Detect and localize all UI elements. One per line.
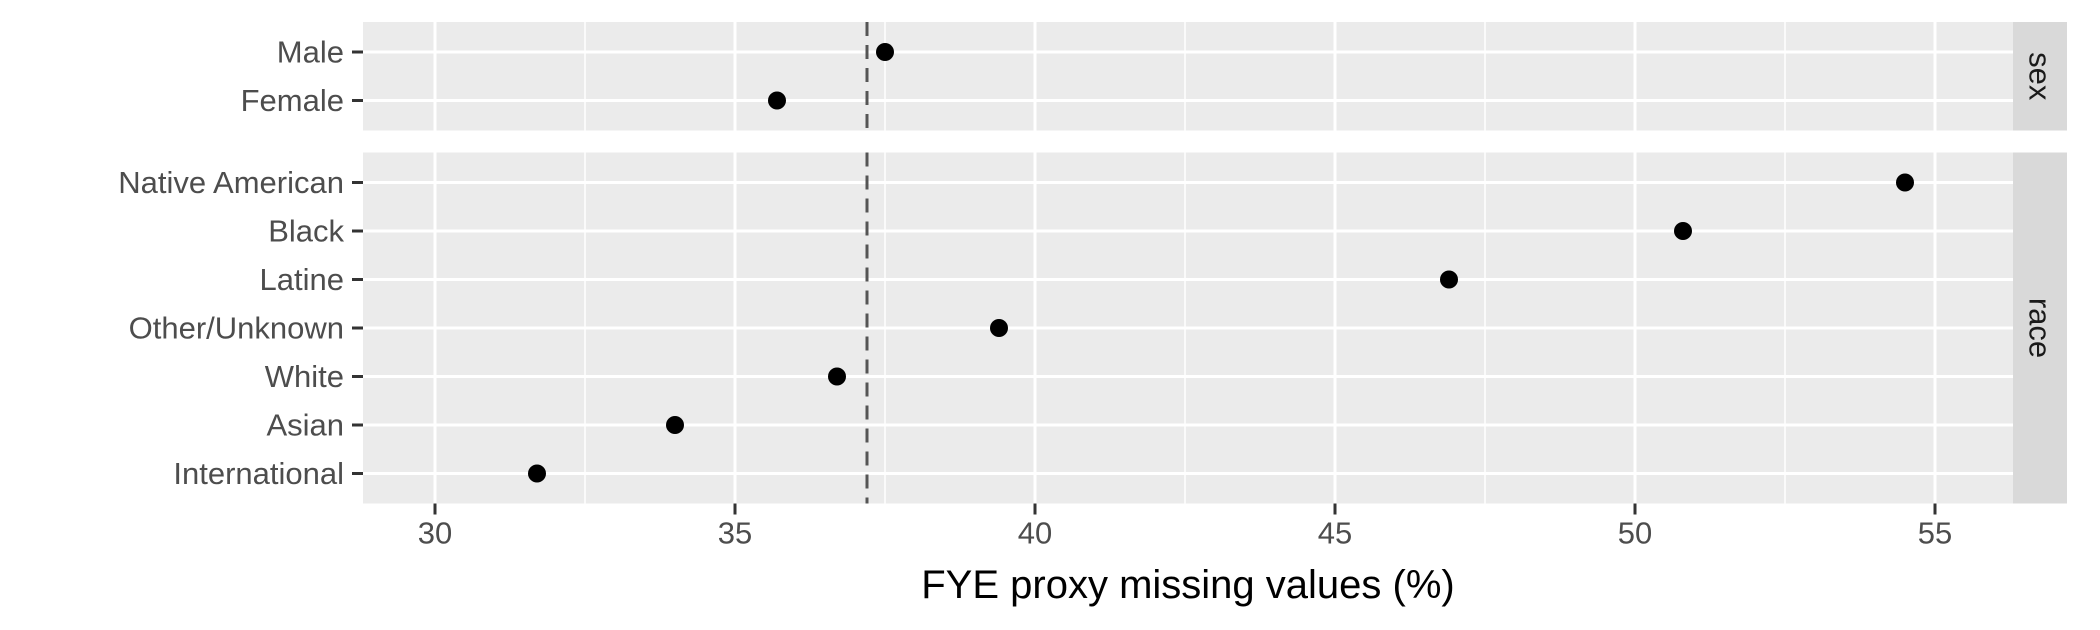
- x-tick-label: 45: [1318, 516, 1352, 551]
- data-point: [1674, 222, 1692, 240]
- x-axis-title: FYE proxy missing values (%): [921, 563, 1454, 607]
- panel-race: Native American Black Latine Other/Unknown W…: [118, 152, 2067, 504]
- data-point: [768, 91, 786, 110]
- x-tick-label: 35: [718, 516, 752, 551]
- x-tick-label: 30: [418, 516, 452, 551]
- data-point: [528, 464, 546, 483]
- y-tick-label: Asian: [266, 408, 344, 443]
- facet-strip-label: race: [2023, 298, 2058, 358]
- x-tick-label: 40: [1018, 516, 1052, 551]
- y-tick-label: International: [173, 456, 344, 491]
- data-point: [990, 319, 1008, 337]
- facet-strip: [2013, 152, 2067, 504]
- y-tick-label: Native American: [118, 165, 344, 200]
- data-point: [1896, 173, 1914, 192]
- y-tick-label: Female: [241, 83, 344, 118]
- panel-background: [363, 22, 2013, 131]
- facet-strip: [2013, 22, 2067, 131]
- y-tick-label: Black: [268, 214, 344, 249]
- x-axis: 30 35 40 45 50 55: [418, 503, 1952, 551]
- y-tick-label: Male: [277, 35, 344, 70]
- data-point: [666, 416, 684, 434]
- data-point: [828, 367, 846, 386]
- panel-sex: Male Female sex: [241, 22, 2067, 131]
- data-point: [1440, 270, 1458, 289]
- y-tick-label: Latine: [260, 262, 344, 297]
- panels-layer: Male Female sex Native American Black Latine O…: [118, 22, 2067, 504]
- x-tick-label: 50: [1618, 516, 1652, 551]
- data-point: [876, 43, 894, 61]
- x-tick-label: 55: [1918, 516, 1952, 551]
- y-tick-label: White: [265, 359, 344, 394]
- facet-strip-label: sex: [2023, 52, 2058, 101]
- y-tick-label: Other/Unknown: [129, 311, 344, 346]
